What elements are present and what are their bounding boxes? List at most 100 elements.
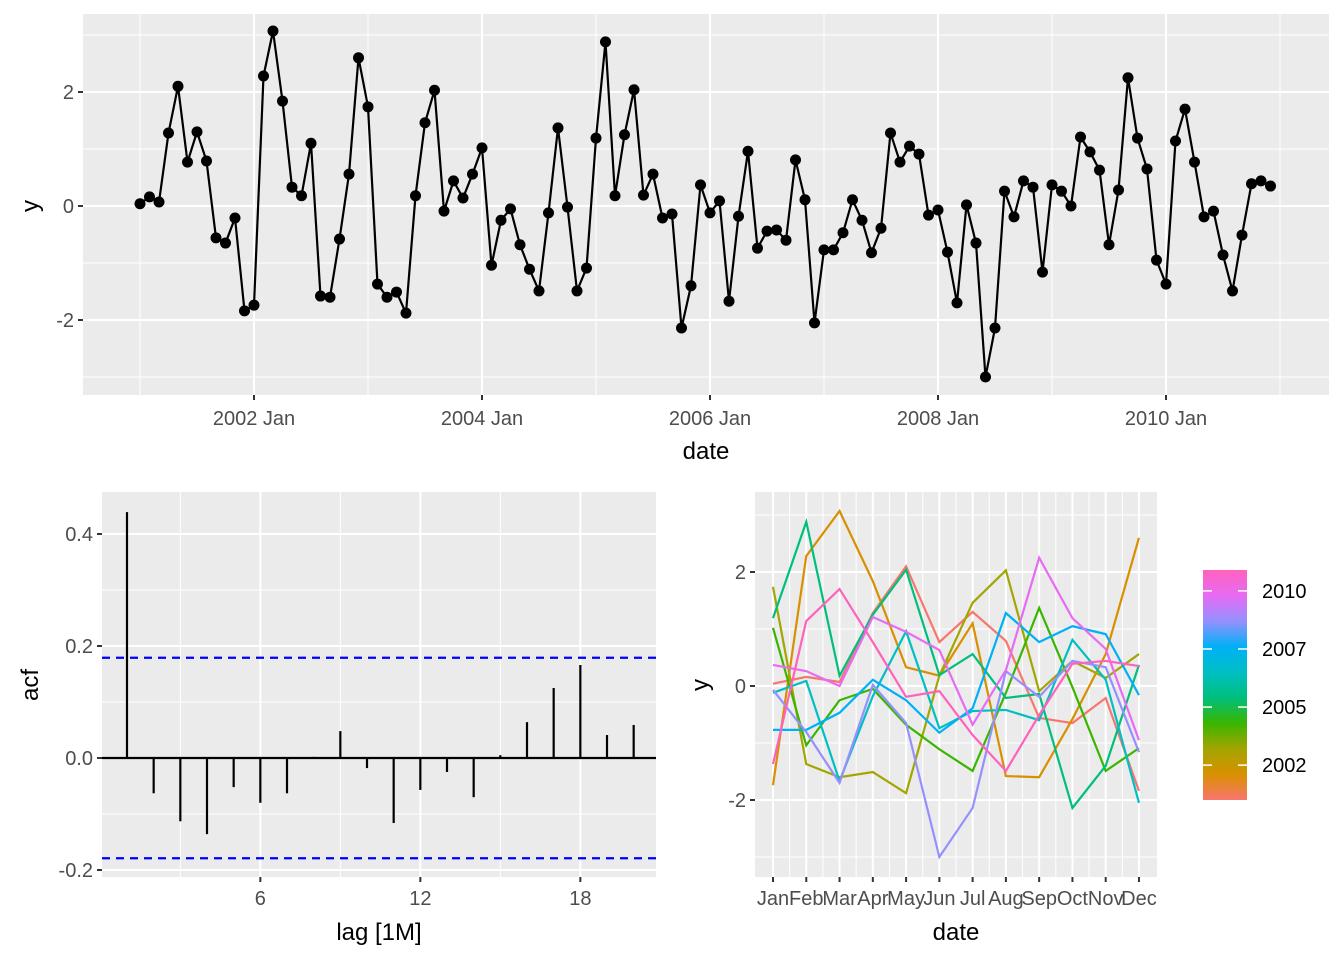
- x-tick-label: Nov: [1088, 888, 1124, 910]
- data-point: [961, 199, 972, 211]
- data-point: [913, 148, 925, 160]
- data-point: [847, 194, 858, 206]
- data-point: [353, 52, 364, 64]
- data-point: [1217, 249, 1229, 261]
- data-point: [704, 207, 716, 219]
- colorbar: [1203, 570, 1247, 800]
- data-point: [153, 196, 165, 208]
- data-point: [1227, 285, 1238, 297]
- x-tick-label: Oct: [1057, 888, 1089, 910]
- data-point: [258, 70, 269, 82]
- legend-label: 2010: [1262, 581, 1307, 603]
- data-point: [220, 237, 231, 249]
- data-point: [780, 234, 792, 246]
- y-axis-title: y: [687, 679, 714, 691]
- data-point: [1027, 181, 1039, 193]
- x-tick-label: Sep: [1021, 888, 1057, 910]
- data-point: [628, 84, 640, 96]
- data-point: [752, 242, 763, 254]
- data-point: [229, 212, 241, 224]
- x-tick-label: Mar: [822, 888, 857, 910]
- data-point: [818, 244, 830, 256]
- data-point: [1065, 200, 1077, 212]
- data-point: [1189, 156, 1200, 168]
- data-point: [989, 322, 1001, 334]
- data-point: [1084, 146, 1096, 158]
- data-point: [172, 80, 184, 92]
- legend-label: 2007: [1262, 639, 1307, 661]
- data-point: [277, 95, 288, 107]
- data-point: [419, 117, 431, 129]
- data-point: [305, 137, 317, 149]
- data-point: [533, 285, 545, 297]
- data-point: [552, 122, 564, 134]
- data-point: [182, 156, 193, 168]
- x-tick-label: 2010 Jan: [1125, 408, 1207, 430]
- data-point: [1008, 211, 1020, 223]
- data-point: [980, 371, 991, 383]
- data-point: [1179, 103, 1191, 115]
- data-point: [438, 205, 450, 217]
- data-point: [1246, 178, 1257, 190]
- x-tick-label: 2006 Jan: [669, 408, 751, 430]
- data-point: [581, 262, 592, 274]
- season-line-2007: [773, 611, 1140, 735]
- data-point: [1265, 180, 1276, 192]
- y-tick-label: 0: [735, 676, 746, 698]
- data-point: [1236, 229, 1248, 241]
- y-tick-label: 0: [63, 196, 74, 218]
- data-point: [1113, 184, 1124, 196]
- data-point: [429, 84, 440, 96]
- data-point: [1160, 278, 1172, 290]
- data-point: [362, 101, 374, 113]
- data-point: [695, 179, 706, 191]
- data-point: [790, 154, 801, 166]
- data-point: [286, 181, 298, 193]
- x-tick-label: 18: [569, 888, 591, 910]
- data-point: [685, 280, 697, 292]
- x-tick-label: Feb: [789, 888, 823, 910]
- season-line-2010: [771, 587, 1140, 773]
- data-point: [609, 190, 621, 202]
- data-point: [410, 190, 421, 202]
- data-point: [467, 168, 478, 180]
- data-point: [638, 189, 649, 201]
- data-point: [524, 263, 535, 275]
- y-tick-label: -0.2: [59, 860, 93, 882]
- data-point: [1094, 164, 1105, 176]
- data-point: [1103, 239, 1115, 251]
- acf-panel-background: [102, 492, 656, 877]
- y-tick-label: -2: [728, 790, 746, 812]
- data-point: [571, 285, 583, 297]
- data-point: [1046, 179, 1058, 191]
- data-point: [239, 305, 250, 317]
- y-tick-label: 0.4: [65, 524, 93, 546]
- data-point: [856, 214, 868, 226]
- data-point: [733, 210, 744, 222]
- data-point: [1151, 254, 1162, 266]
- data-point: [343, 168, 355, 180]
- data-point: [837, 227, 849, 239]
- data-point: [1056, 185, 1067, 197]
- data-point: [514, 239, 526, 251]
- data-point: [742, 145, 754, 157]
- data-point: [486, 259, 497, 271]
- season-line-2001: [772, 564, 1141, 792]
- data-point: [1255, 175, 1267, 187]
- data-point: [391, 286, 402, 298]
- data-point: [400, 307, 412, 319]
- x-axis-title: date: [683, 438, 730, 465]
- data-point: [267, 25, 279, 37]
- data-point: [771, 224, 782, 236]
- data-point: [904, 140, 915, 152]
- data-point: [923, 209, 934, 221]
- data-point: [619, 129, 630, 141]
- data-point: [163, 127, 174, 139]
- data-point: [1141, 163, 1153, 175]
- y-tick-label: 0.2: [65, 636, 93, 658]
- data-point: [543, 207, 554, 219]
- data-point: [951, 297, 963, 309]
- x-tick-label: May: [887, 888, 925, 910]
- data-point: [676, 322, 687, 334]
